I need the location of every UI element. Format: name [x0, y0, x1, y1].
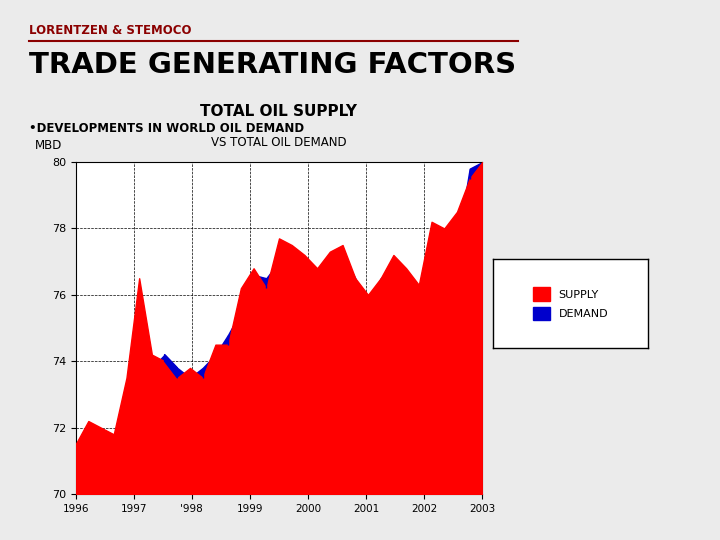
- Text: MBD: MBD: [35, 139, 63, 152]
- Legend: SUPPLY, DEMAND: SUPPLY, DEMAND: [528, 283, 613, 325]
- Text: TOTAL OIL SUPPLY: TOTAL OIL SUPPLY: [200, 104, 358, 119]
- Text: LORENTZEN & STEMOCO: LORENTZEN & STEMOCO: [29, 24, 192, 37]
- Text: •DEVELOPMENTS IN WORLD OIL DEMAND: •DEVELOPMENTS IN WORLD OIL DEMAND: [29, 122, 304, 134]
- Text: TRADE GENERATING FACTORS: TRADE GENERATING FACTORS: [29, 51, 516, 79]
- Text: VS TOTAL OIL DEMAND: VS TOTAL OIL DEMAND: [211, 136, 347, 148]
